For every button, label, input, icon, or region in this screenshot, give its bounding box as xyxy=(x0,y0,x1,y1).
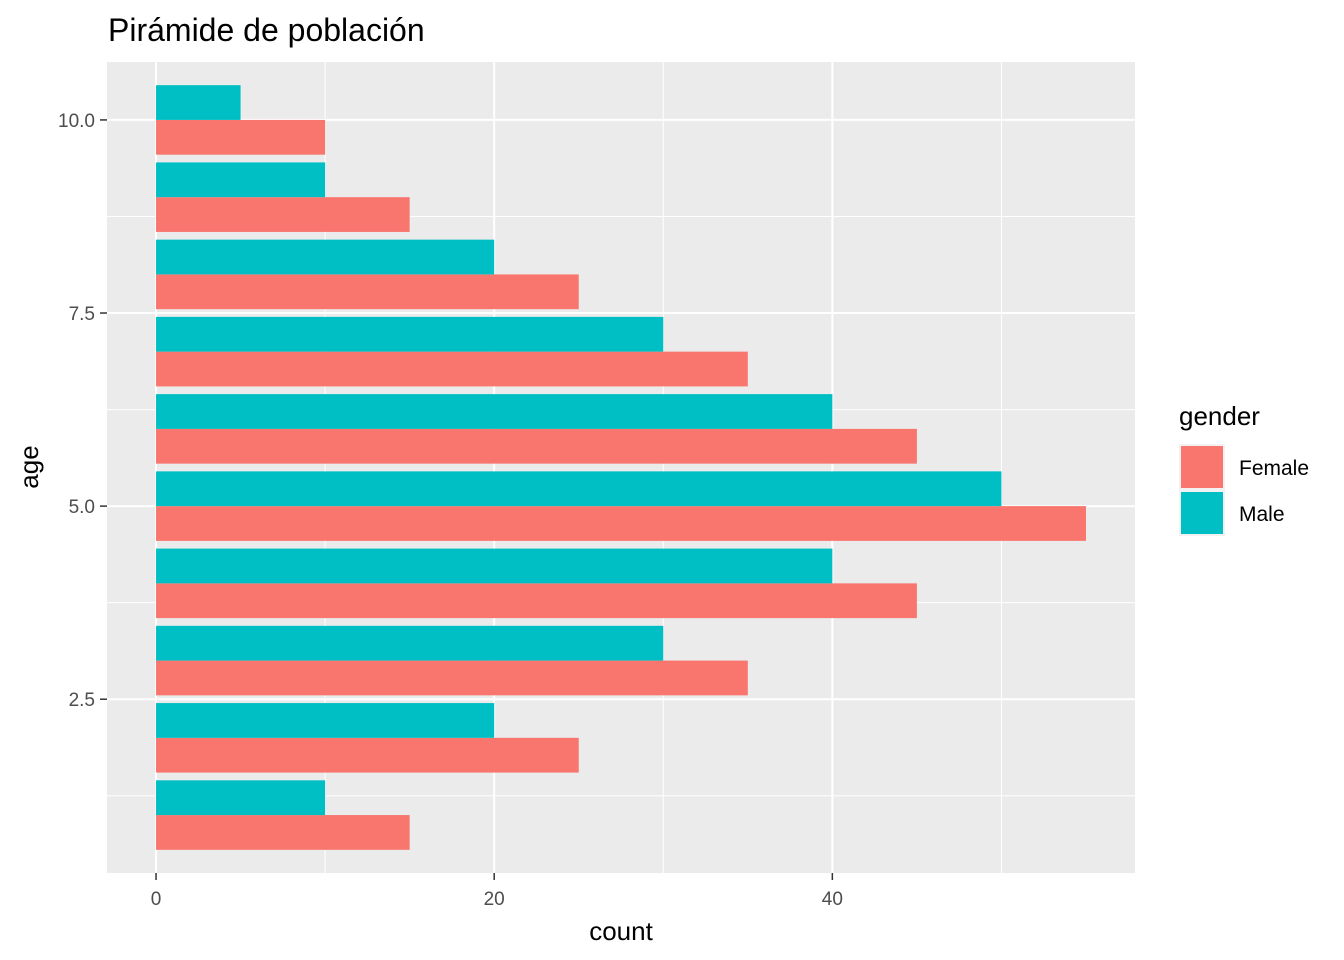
legend-items: Female Male xyxy=(1179,444,1309,536)
chart-title: Pirámide de población xyxy=(108,12,425,48)
legend-label-male: Male xyxy=(1239,503,1285,526)
bar-female-age-3 xyxy=(156,660,748,696)
legend-label-female: Female xyxy=(1239,457,1309,480)
y-axis-title: age xyxy=(14,445,44,488)
legend-title: gender xyxy=(1179,401,1260,431)
bar-female-age-8 xyxy=(156,274,579,310)
bar-male-age-9 xyxy=(156,162,326,198)
bar-female-age-10 xyxy=(156,119,326,155)
bar-female-age-6 xyxy=(156,428,917,464)
x-tick-label: 40 xyxy=(822,889,843,910)
bar-male-age-10 xyxy=(156,85,241,120)
legend: gender Female Male xyxy=(1179,401,1309,536)
bar-male-age-3 xyxy=(156,625,664,661)
bar-male-age-6 xyxy=(156,394,833,429)
bar-female-age-5 xyxy=(156,506,1086,541)
bar-male-age-7 xyxy=(156,316,664,352)
bar-female-age-1 xyxy=(156,815,410,850)
bar-male-age-2 xyxy=(156,703,495,738)
bar-male-age-8 xyxy=(156,239,495,275)
y-tick-label: 10.0 xyxy=(58,111,95,132)
bar-male-age-4 xyxy=(156,548,833,584)
x-tick-label: 20 xyxy=(484,889,505,910)
x-axis: 0 20 40 xyxy=(151,873,843,910)
bar-male-age-5 xyxy=(156,471,1002,507)
y-axis: 2.5 5.0 7.5 10.0 xyxy=(58,111,107,711)
bar-female-age-9 xyxy=(156,197,410,232)
bar-female-age-2 xyxy=(156,737,579,773)
bar-female-age-7 xyxy=(156,351,748,387)
bar-male-age-1 xyxy=(156,780,326,816)
y-tick-label: 7.5 xyxy=(69,304,95,325)
x-tick-label: 0 xyxy=(151,889,162,910)
y-tick-label: 5.0 xyxy=(69,497,95,518)
bar-female-age-4 xyxy=(156,583,917,619)
legend-swatch-male xyxy=(1181,492,1223,534)
legend-swatch-female xyxy=(1181,446,1223,488)
x-axis-title: count xyxy=(589,916,653,946)
y-tick-label: 2.5 xyxy=(69,690,95,711)
bars-group xyxy=(156,85,1086,850)
